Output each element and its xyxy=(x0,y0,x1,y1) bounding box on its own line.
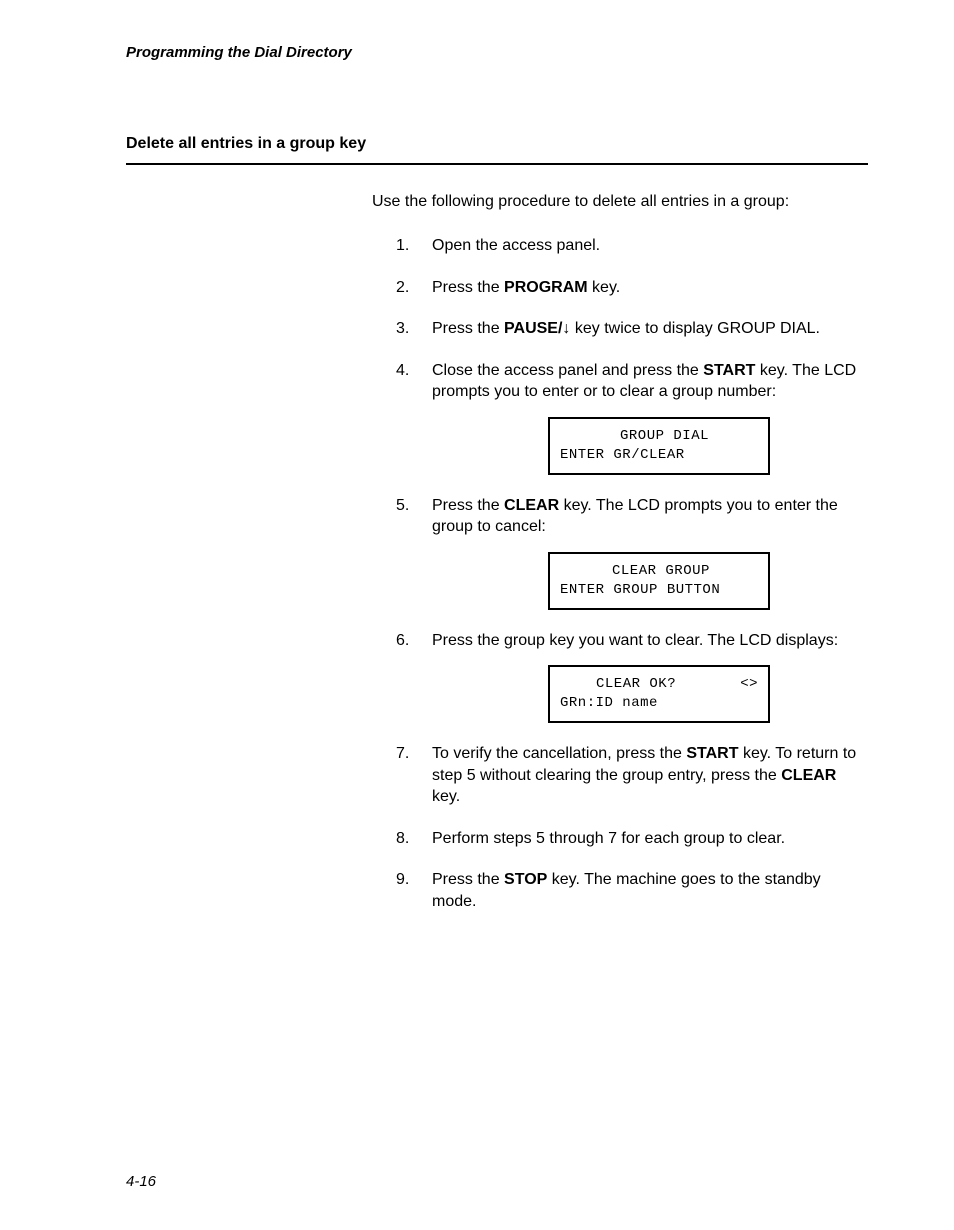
page-number: 4-16 xyxy=(126,1173,156,1190)
step-2-key: PROGRAM xyxy=(504,279,588,296)
lcd-1-wrap: GROUP DIAL ENTER GR/CLEAR xyxy=(548,417,868,475)
step-4: Close the access panel and press the STA… xyxy=(396,360,868,475)
lcd-3-line1: CLEAR OK? xyxy=(560,675,758,694)
step-3-key: PAUSE/ xyxy=(504,320,562,337)
lcd-2: CLEAR GROUP ENTER GROUP BUTTON xyxy=(548,552,770,610)
step-3: Press the PAUSE/↓ key twice to display G… xyxy=(396,318,868,340)
step-8: Perform steps 5 through 7 for each group… xyxy=(396,828,868,850)
lcd-2-line1: CLEAR GROUP xyxy=(560,562,758,581)
step-5-pre: Press the xyxy=(432,497,504,514)
step-1-text: Open the access panel. xyxy=(432,237,600,254)
step-2: Press the PROGRAM key. xyxy=(396,277,868,299)
lcd-2-wrap: CLEAR GROUP ENTER GROUP BUTTON xyxy=(548,552,868,610)
section-divider xyxy=(126,163,868,165)
lcd-3-wrap: CLEAR OK? <> GRn:ID name xyxy=(548,665,868,723)
step-1: Open the access panel. xyxy=(396,235,868,257)
lcd-3-line2: GRn:ID name xyxy=(560,694,758,713)
step-9: Press the STOP key. The machine goes to … xyxy=(396,869,868,912)
lcd-1-line2: ENTER GR/CLEAR xyxy=(560,446,758,465)
page-header: Programming the Dial Directory xyxy=(126,44,868,61)
lcd-2-line2: ENTER GROUP BUTTON xyxy=(560,581,758,600)
lcd-3: CLEAR OK? <> GRn:ID name xyxy=(548,665,770,723)
lcd-1-line1: GROUP DIAL xyxy=(560,427,758,446)
step-5-key: CLEAR xyxy=(504,497,559,514)
step-4-key: START xyxy=(703,362,755,379)
lcd-3-arrows-icon: <> xyxy=(740,675,758,694)
step-7-pre: To verify the cancellation, press the xyxy=(432,745,686,762)
intro-text: Use the following procedure to delete al… xyxy=(372,193,868,211)
step-6: Press the group key you want to clear. T… xyxy=(396,630,868,723)
step-7-key1: START xyxy=(686,745,738,762)
lcd-1: GROUP DIAL ENTER GR/CLEAR xyxy=(548,417,770,475)
step-7-post: key. xyxy=(432,788,460,805)
step-5: Press the CLEAR key. The LCD prompts you… xyxy=(396,495,868,610)
step-2-pre: Press the xyxy=(432,279,504,296)
step-7: To verify the cancellation, press the ST… xyxy=(396,743,868,808)
section-title: Delete all entries in a group key xyxy=(126,135,868,153)
step-9-pre: Press the xyxy=(432,871,504,888)
step-2-post: key. xyxy=(588,279,621,296)
step-7-key2: CLEAR xyxy=(781,767,836,784)
step-6-text: Press the group key you want to clear. T… xyxy=(432,632,838,649)
step-3-post: key twice to display GROUP DIAL. xyxy=(570,320,820,337)
content-area: Use the following procedure to delete al… xyxy=(372,193,868,913)
step-8-text: Perform steps 5 through 7 for each group… xyxy=(432,830,785,847)
step-4-pre: Close the access panel and press the xyxy=(432,362,703,379)
step-9-key: STOP xyxy=(504,871,547,888)
step-3-pre: Press the xyxy=(432,320,504,337)
step-list: Open the access panel. Press the PROGRAM… xyxy=(396,235,868,913)
